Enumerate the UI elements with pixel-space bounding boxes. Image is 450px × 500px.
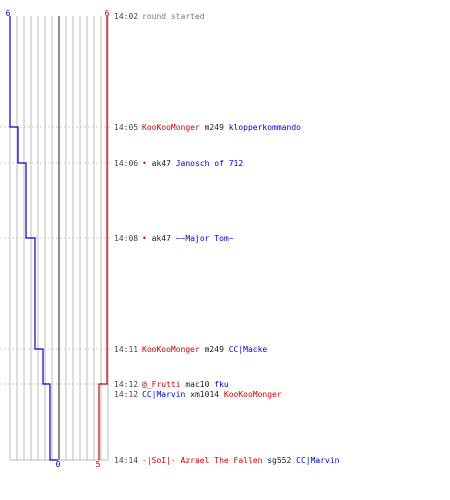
event-message-part: KooKooMonger: [142, 345, 200, 354]
event-row: 14:06 • ak47 Janosch of 712: [114, 159, 243, 168]
event-message-part: •: [142, 159, 147, 168]
event-message-part: CC|Marvin: [296, 456, 340, 465]
event-message-part: KooKooMonger: [224, 390, 282, 399]
event-message-part: -|SoI|- Azrael The Fallen: [142, 456, 263, 465]
event-message-part: m249: [200, 123, 229, 132]
event-time: 14:06: [114, 159, 138, 168]
event-message-part: round started: [142, 12, 205, 21]
event-message: • ak47 ~~Major Tom~: [142, 234, 234, 243]
event-message: KooKooMonger m249 klopperkommando: [142, 123, 301, 132]
event-message-part: mac10: [181, 380, 215, 389]
event-message-part: ~~Major Tom~: [176, 234, 234, 243]
event-message-part: klopperkommando: [229, 123, 301, 132]
event-log: 14:02 round started 14:05 KooKooMonger m249…: [114, 12, 340, 465]
blue-count-top-label: 6: [6, 9, 11, 18]
event-time: 14:02: [114, 12, 138, 21]
event-row: 14:05 KooKooMonger m249 klopperkommando: [114, 123, 301, 132]
event-message-part: @_Frutti: [142, 380, 181, 389]
event-message-part: Janosch of 712: [176, 159, 244, 168]
event-time: 14:12: [114, 390, 138, 399]
event-message: round started: [142, 12, 205, 21]
event-message-part: CC|Macke: [229, 345, 268, 354]
event-message: -|SoI|- Azrael The Fallen sg552 CC|Marvi…: [142, 456, 340, 465]
event-message-part: •: [142, 234, 147, 243]
blue-count-bottom-label: 0: [56, 460, 61, 469]
event-time: 14:08: [114, 234, 138, 243]
event-row: 14:02 round started: [114, 12, 205, 21]
event-message-part: ak47: [147, 234, 176, 243]
event-time: 14:14: [114, 456, 138, 465]
event-row: 14:12 @_Frutti mac10 fku: [114, 380, 229, 389]
event-time: 14:05: [114, 123, 138, 132]
event-message-part: sg552: [262, 456, 296, 465]
event-guide-lines: [0, 126, 112, 385]
event-message-part: CC|Marvin: [142, 390, 186, 399]
chart-count-labels: 6 6 0 5: [6, 9, 110, 469]
event-message-part: m249: [200, 345, 229, 354]
event-row: 14:11 KooKooMonger m249 CC|Macke: [114, 345, 267, 354]
chart-series: [9, 16, 108, 461]
blue-team-count-line: [9, 16, 58, 461]
event-message: KooKooMonger m249 CC|Macke: [142, 345, 267, 354]
event-message-part: xm1014: [185, 390, 224, 399]
event-message: • ak47 Janosch of 712: [142, 159, 243, 168]
event-message-part: KooKooMonger: [142, 123, 200, 132]
event-time: 14:12: [114, 380, 138, 389]
red-count-top-label: 6: [105, 9, 110, 18]
event-message-part: fku: [214, 380, 229, 389]
red-team-count-line: [98, 16, 108, 460]
event-row: 14:12 CC|Marvin xm1014 KooKooMonger: [114, 390, 282, 399]
event-message: CC|Marvin xm1014 KooKooMonger: [142, 390, 282, 399]
event-row: 14:08 • ak47 ~~Major Tom~: [114, 234, 234, 243]
event-message: @_Frutti mac10 fku: [142, 380, 229, 389]
red-count-bottom-label: 5: [96, 460, 101, 469]
event-time: 14:11: [114, 345, 138, 354]
event-row: 14:14 -|SoI|- Azrael The Fallen sg552 CC|…: [114, 456, 340, 465]
event-message-part: ak47: [147, 159, 176, 168]
